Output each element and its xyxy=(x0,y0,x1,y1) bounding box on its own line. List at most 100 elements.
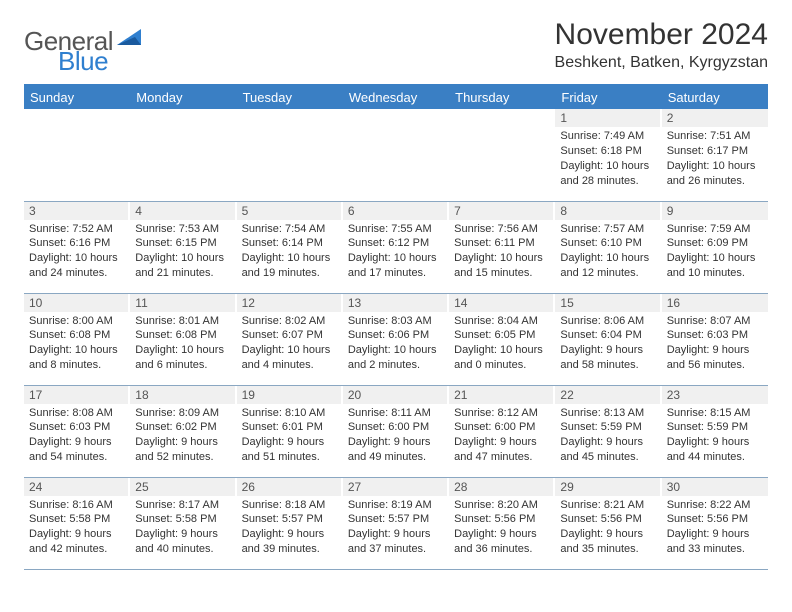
day-number: 2 xyxy=(662,109,768,127)
daylight-line: Daylight: 10 hours and 21 minutes. xyxy=(135,251,231,281)
day-details: Sunrise: 8:18 AMSunset: 5:57 PMDaylight:… xyxy=(237,496,343,561)
calendar-cell: 15Sunrise: 8:06 AMSunset: 6:04 PMDayligh… xyxy=(555,293,661,385)
calendar-cell: 12Sunrise: 8:02 AMSunset: 6:07 PMDayligh… xyxy=(237,293,343,385)
calendar-body: 1Sunrise: 7:49 AMSunset: 6:18 PMDaylight… xyxy=(24,109,768,569)
sunset-line: Sunset: 5:58 PM xyxy=(135,512,231,527)
calendar-cell: 16Sunrise: 8:07 AMSunset: 6:03 PMDayligh… xyxy=(662,293,768,385)
day-number: 17 xyxy=(24,386,130,404)
day-number: 26 xyxy=(237,478,343,496)
sunset-line: Sunset: 5:56 PM xyxy=(454,512,550,527)
sunset-line: Sunset: 6:09 PM xyxy=(667,236,763,251)
sunset-line: Sunset: 5:58 PM xyxy=(29,512,125,527)
day-details: Sunrise: 8:21 AMSunset: 5:56 PMDaylight:… xyxy=(555,496,661,561)
calendar-cell: 10Sunrise: 8:00 AMSunset: 6:08 PMDayligh… xyxy=(24,293,130,385)
calendar-cell: 5Sunrise: 7:54 AMSunset: 6:14 PMDaylight… xyxy=(237,201,343,293)
calendar-cell xyxy=(343,109,449,201)
sunrise-line: Sunrise: 8:17 AM xyxy=(135,498,231,513)
calendar-week-row: 3Sunrise: 7:52 AMSunset: 6:16 PMDaylight… xyxy=(24,201,768,293)
sunrise-line: Sunrise: 8:21 AM xyxy=(560,498,656,513)
day-details: Sunrise: 8:00 AMSunset: 6:08 PMDaylight:… xyxy=(24,312,130,377)
daylight-line: Daylight: 10 hours and 8 minutes. xyxy=(29,343,125,373)
logo-text-blue: Blue xyxy=(58,46,108,77)
sunrise-line: Sunrise: 8:08 AM xyxy=(29,406,125,421)
calendar-cell: 2Sunrise: 7:51 AMSunset: 6:17 PMDaylight… xyxy=(662,109,768,201)
sunrise-line: Sunrise: 7:51 AM xyxy=(667,129,763,144)
day-number: 27 xyxy=(343,478,449,496)
calendar-cell: 3Sunrise: 7:52 AMSunset: 6:16 PMDaylight… xyxy=(24,201,130,293)
sunrise-line: Sunrise: 7:53 AM xyxy=(135,222,231,237)
day-details: Sunrise: 8:11 AMSunset: 6:00 PMDaylight:… xyxy=(343,404,449,469)
day-details: Sunrise: 8:15 AMSunset: 5:59 PMDaylight:… xyxy=(662,404,768,469)
day-number: 10 xyxy=(24,294,130,312)
sunrise-line: Sunrise: 8:03 AM xyxy=(348,314,444,329)
calendar-cell: 23Sunrise: 8:15 AMSunset: 5:59 PMDayligh… xyxy=(662,385,768,477)
day-details: Sunrise: 7:49 AMSunset: 6:18 PMDaylight:… xyxy=(555,127,661,192)
day-details: Sunrise: 8:13 AMSunset: 5:59 PMDaylight:… xyxy=(555,404,661,469)
daylight-line: Daylight: 10 hours and 19 minutes. xyxy=(242,251,338,281)
sunset-line: Sunset: 5:59 PM xyxy=(560,420,656,435)
daylight-line: Daylight: 9 hours and 47 minutes. xyxy=(454,435,550,465)
sunset-line: Sunset: 6:17 PM xyxy=(667,144,763,159)
sunrise-line: Sunrise: 8:10 AM xyxy=(242,406,338,421)
day-number: 4 xyxy=(130,202,236,220)
sunset-line: Sunset: 5:56 PM xyxy=(667,512,763,527)
day-number: 30 xyxy=(662,478,768,496)
calendar-week-row: 17Sunrise: 8:08 AMSunset: 6:03 PMDayligh… xyxy=(24,385,768,477)
day-details: Sunrise: 8:16 AMSunset: 5:58 PMDaylight:… xyxy=(24,496,130,561)
daylight-line: Daylight: 9 hours and 42 minutes. xyxy=(29,527,125,557)
day-number: 23 xyxy=(662,386,768,404)
sunrise-line: Sunrise: 7:49 AM xyxy=(560,129,656,144)
day-number: 28 xyxy=(449,478,555,496)
day-details: Sunrise: 8:19 AMSunset: 5:57 PMDaylight:… xyxy=(343,496,449,561)
sunrise-line: Sunrise: 8:00 AM xyxy=(29,314,125,329)
day-header: Monday xyxy=(130,85,236,109)
daylight-line: Daylight: 9 hours and 54 minutes. xyxy=(29,435,125,465)
calendar-cell: 27Sunrise: 8:19 AMSunset: 5:57 PMDayligh… xyxy=(343,477,449,569)
calendar-week-row: 1Sunrise: 7:49 AMSunset: 6:18 PMDaylight… xyxy=(24,109,768,201)
day-number: 20 xyxy=(343,386,449,404)
day-details: Sunrise: 8:20 AMSunset: 5:56 PMDaylight:… xyxy=(449,496,555,561)
daylight-line: Daylight: 9 hours and 52 minutes. xyxy=(135,435,231,465)
day-header: Friday xyxy=(555,85,661,109)
sunset-line: Sunset: 6:00 PM xyxy=(348,420,444,435)
month-title: November 2024 xyxy=(555,18,768,52)
day-number: 22 xyxy=(555,386,661,404)
daylight-line: Daylight: 9 hours and 51 minutes. xyxy=(242,435,338,465)
sunrise-line: Sunrise: 8:16 AM xyxy=(29,498,125,513)
sunrise-line: Sunrise: 7:55 AM xyxy=(348,222,444,237)
sunrise-line: Sunrise: 8:07 AM xyxy=(667,314,763,329)
calendar-cell: 14Sunrise: 8:04 AMSunset: 6:05 PMDayligh… xyxy=(449,293,555,385)
sunrise-line: Sunrise: 8:15 AM xyxy=(667,406,763,421)
day-details: Sunrise: 8:02 AMSunset: 6:07 PMDaylight:… xyxy=(237,312,343,377)
calendar-cell: 25Sunrise: 8:17 AMSunset: 5:58 PMDayligh… xyxy=(130,477,236,569)
daylight-line: Daylight: 9 hours and 33 minutes. xyxy=(667,527,763,557)
sunset-line: Sunset: 6:04 PM xyxy=(560,328,656,343)
day-number: 5 xyxy=(237,202,343,220)
sunrise-line: Sunrise: 8:18 AM xyxy=(242,498,338,513)
calendar-cell: 7Sunrise: 7:56 AMSunset: 6:11 PMDaylight… xyxy=(449,201,555,293)
sunset-line: Sunset: 6:15 PM xyxy=(135,236,231,251)
day-header: Thursday xyxy=(449,85,555,109)
sunrise-line: Sunrise: 7:52 AM xyxy=(29,222,125,237)
day-number: 1 xyxy=(555,109,661,127)
day-details: Sunrise: 8:01 AMSunset: 6:08 PMDaylight:… xyxy=(130,312,236,377)
sunset-line: Sunset: 6:06 PM xyxy=(348,328,444,343)
daylight-line: Daylight: 9 hours and 58 minutes. xyxy=(560,343,656,373)
calendar-cell: 21Sunrise: 8:12 AMSunset: 6:00 PMDayligh… xyxy=(449,385,555,477)
daylight-line: Daylight: 9 hours and 35 minutes. xyxy=(560,527,656,557)
calendar-cell: 17Sunrise: 8:08 AMSunset: 6:03 PMDayligh… xyxy=(24,385,130,477)
calendar-cell: 18Sunrise: 8:09 AMSunset: 6:02 PMDayligh… xyxy=(130,385,236,477)
calendar-cell: 19Sunrise: 8:10 AMSunset: 6:01 PMDayligh… xyxy=(237,385,343,477)
calendar-cell xyxy=(237,109,343,201)
day-details: Sunrise: 7:51 AMSunset: 6:17 PMDaylight:… xyxy=(662,127,768,192)
day-number: 19 xyxy=(237,386,343,404)
day-header: Sunday xyxy=(24,85,130,109)
day-details: Sunrise: 7:55 AMSunset: 6:12 PMDaylight:… xyxy=(343,220,449,285)
sunset-line: Sunset: 5:57 PM xyxy=(348,512,444,527)
daylight-line: Daylight: 10 hours and 2 minutes. xyxy=(348,343,444,373)
daylight-line: Daylight: 10 hours and 26 minutes. xyxy=(667,159,763,189)
calendar-cell: 26Sunrise: 8:18 AMSunset: 5:57 PMDayligh… xyxy=(237,477,343,569)
sunrise-line: Sunrise: 7:54 AM xyxy=(242,222,338,237)
day-details: Sunrise: 7:53 AMSunset: 6:15 PMDaylight:… xyxy=(130,220,236,285)
calendar-cell: 6Sunrise: 7:55 AMSunset: 6:12 PMDaylight… xyxy=(343,201,449,293)
